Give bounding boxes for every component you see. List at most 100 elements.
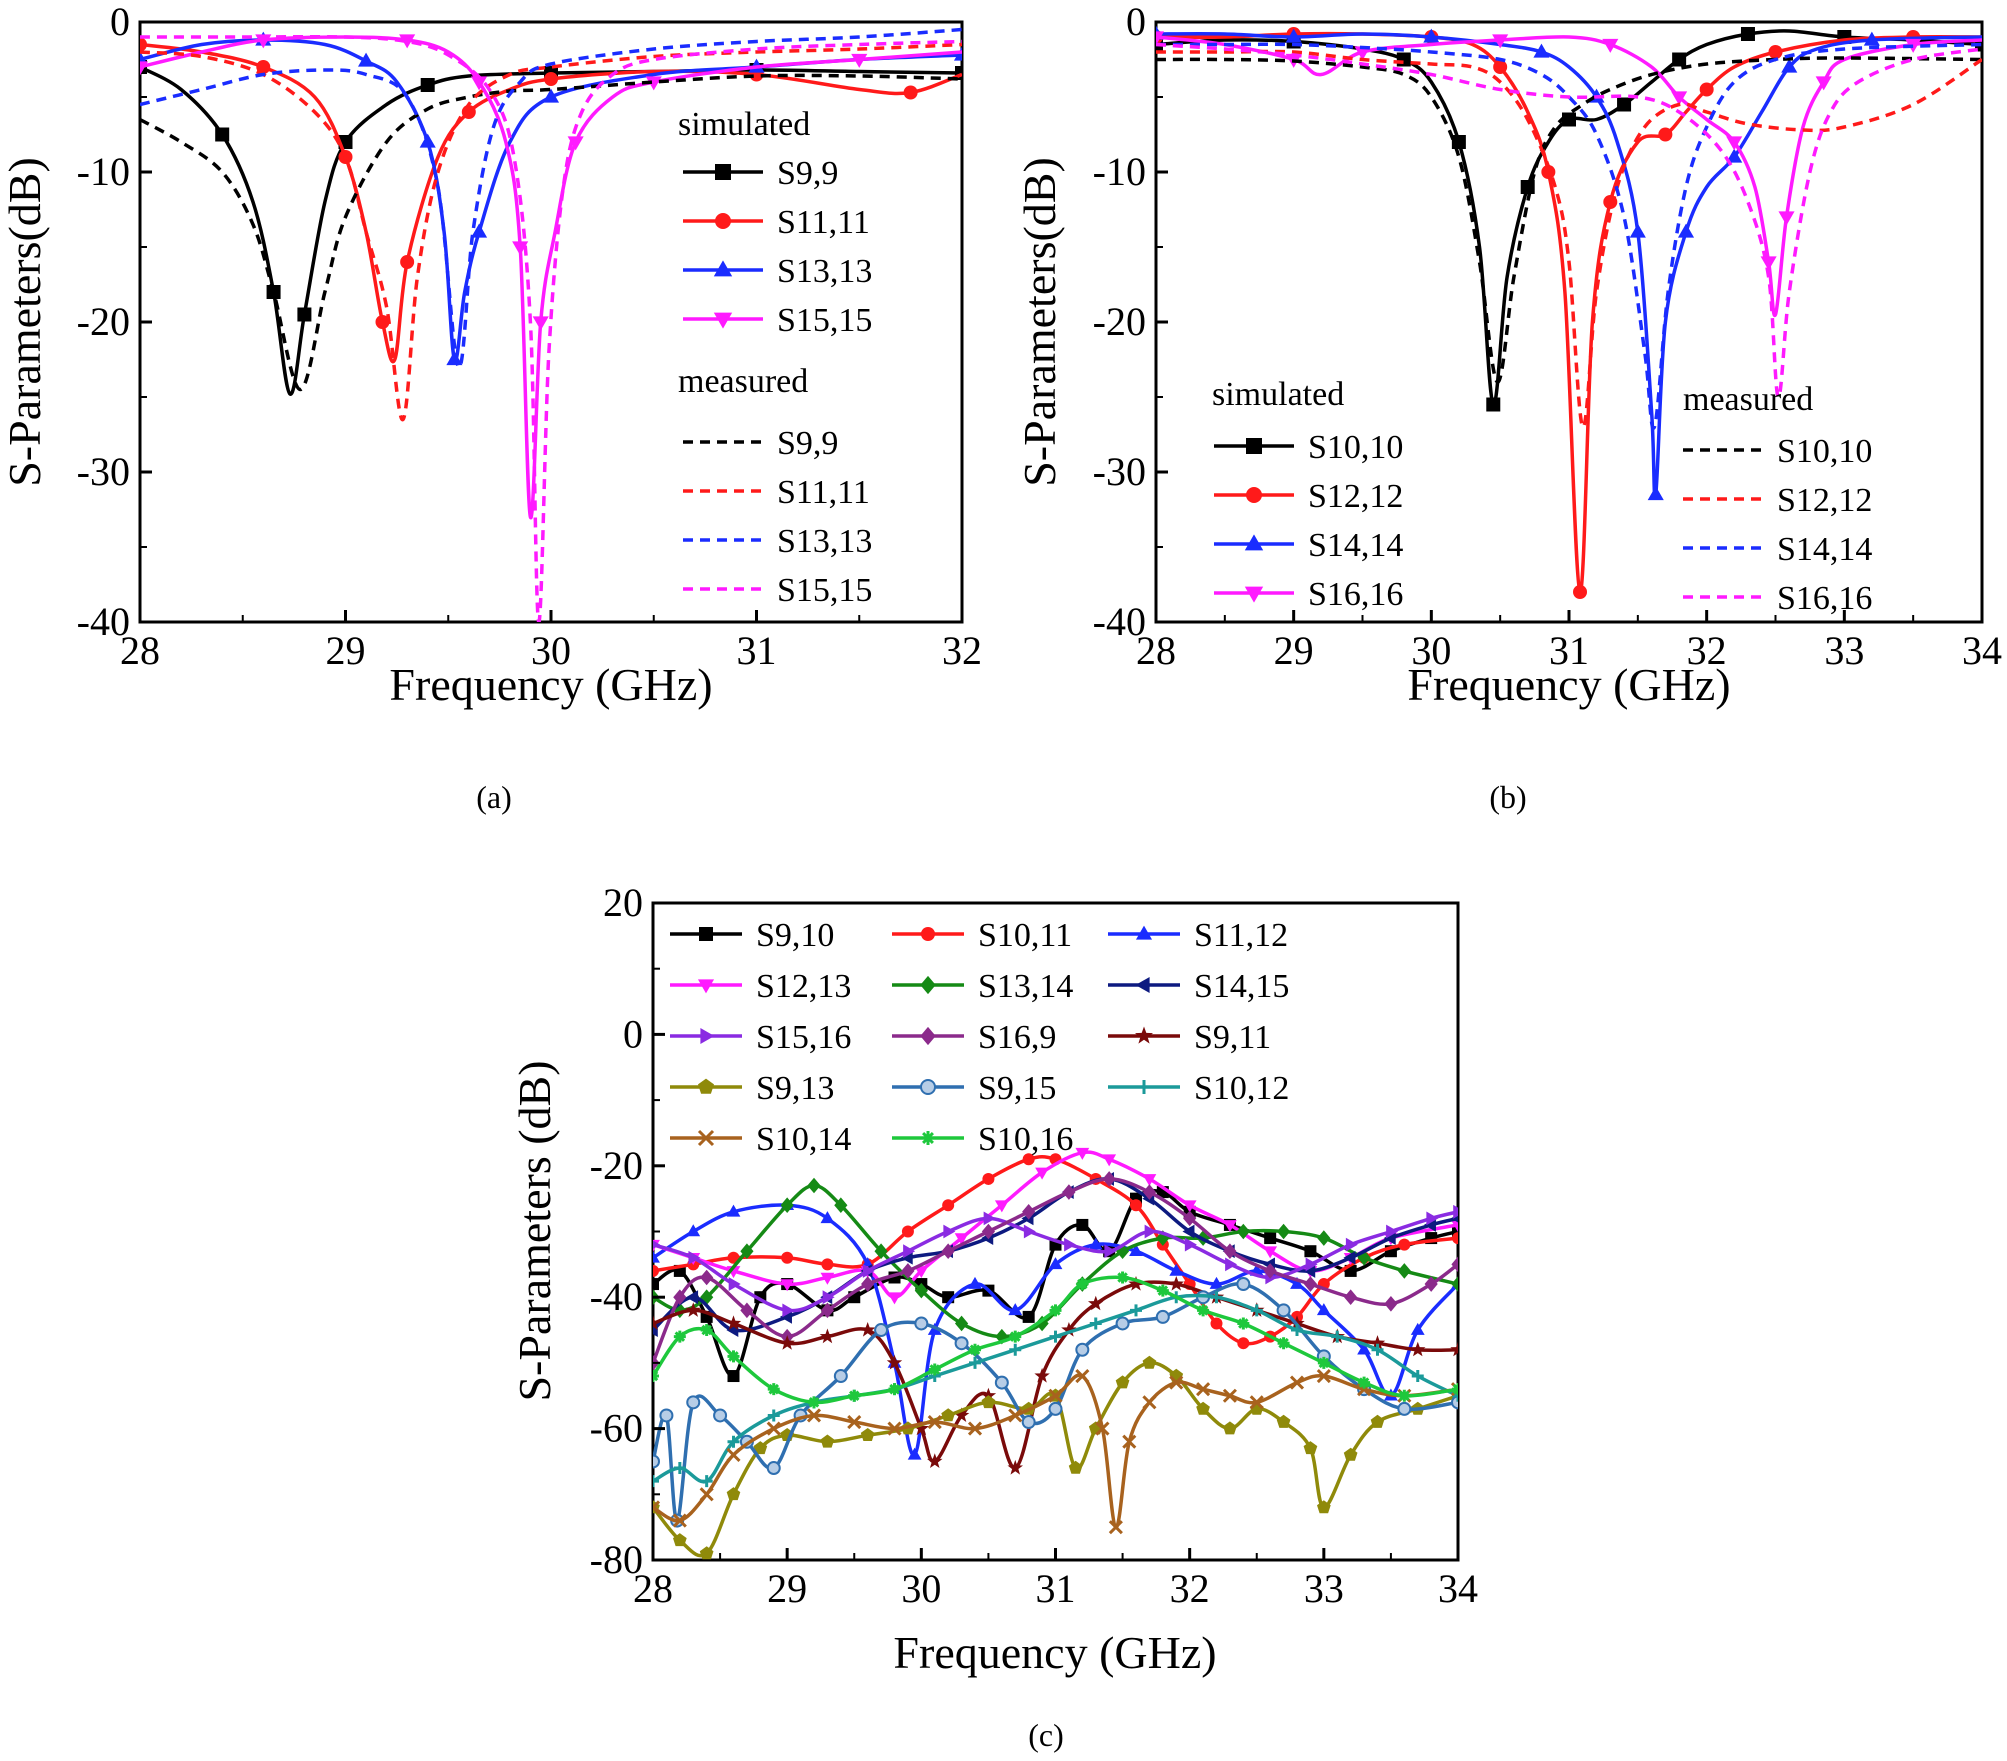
- series-measured-s14-14-line: [1156, 42, 1982, 431]
- legend-a: S9,9 S11,11 S13,13 S15,15 S9,9 S11,11 S13,13 S1…: [683, 155, 872, 609]
- series-s16-9-line: [653, 1177, 1458, 1364]
- series-s9-13-point: [941, 1408, 955, 1422]
- legend-b: S10,10 S12,12 S14,14 S16,16 S10,10 S12,12 S14,…: [1214, 429, 1872, 617]
- series-s10-12-point: [727, 1435, 740, 1448]
- series-simulated-s14-14-point: [1647, 486, 1664, 501]
- series-s16-9-point: [1142, 1184, 1157, 1200]
- series-simulated-s13-13-point: [542, 88, 560, 103]
- x-tick-label: 30: [531, 628, 571, 673]
- series-simulated-s14-14: [1156, 25, 1982, 501]
- legend-s14-15: S14,15: [1108, 968, 1289, 1005]
- panel-b: 28 29 30 31 32 33 34 0 -10 -20 -30 -40 Frequency (G…: [1014, 0, 2002, 815]
- series-simulated-s12-12-point: [1699, 82, 1714, 97]
- y-tick-label: -10: [77, 149, 130, 194]
- series-s9-15-point: [874, 1323, 889, 1338]
- series-s9-13-point: [1343, 1447, 1358, 1461]
- legend-s9-15-label: S9,15: [978, 1070, 1056, 1107]
- series-s16-9-point: [981, 1223, 996, 1240]
- series-s12-13-point: [1263, 1246, 1278, 1259]
- series-s9-13-point: [673, 1533, 687, 1547]
- legend-s14-15-marker: [1135, 976, 1150, 994]
- series-s9-15-point: [659, 1408, 674, 1423]
- series-simulated-s11-11-point: [544, 72, 558, 86]
- series-s9-15-point: [686, 1395, 701, 1410]
- series-s9-11-point: [685, 1302, 701, 1317]
- series-s15-16-point: [1453, 1204, 1458, 1219]
- series-s10-12-point: [1210, 1291, 1223, 1304]
- legend-simulated-s13-13-marker: [713, 260, 733, 277]
- series-s9-15-point: [994, 1375, 1009, 1390]
- legend-s13-14-marker: [920, 975, 936, 995]
- series-s9-11-point: [1168, 1276, 1184, 1291]
- series-simulated-s16-16-point: [1778, 211, 1795, 226]
- series-s9-15-point: [766, 1461, 781, 1476]
- series-s15-16-point: [688, 1250, 701, 1265]
- series-s9-13-point: [1142, 1355, 1157, 1369]
- series-s10-16-point: [1197, 1304, 1210, 1317]
- series-s10-11-point: [942, 1199, 955, 1212]
- series-s9-11-point: [927, 1453, 943, 1468]
- x-axis-title-a: Frequency (GHz): [389, 659, 712, 710]
- series-s9-11-point: [886, 1354, 903, 1370]
- series-simulated-s15-15-line: [140, 35, 962, 520]
- legend-measured-s10-10: S10,10: [1683, 433, 1872, 470]
- series-s16-9-point: [820, 1302, 835, 1319]
- series-s11-12-point: [1209, 1276, 1224, 1289]
- series-s15-16-point: [1345, 1237, 1358, 1252]
- legend-measured-s14-14: S14,14: [1683, 531, 1872, 568]
- panel-c: 28 29 30 31 32 33 34 20 0 -20 -40 -60 -80 Frequency …: [509, 880, 1478, 1753]
- series-measured-s10-10-line: [1156, 56, 1982, 384]
- series-s9-11-point: [913, 1420, 929, 1436]
- series-s13-14-point: [1236, 1223, 1250, 1240]
- series-s10-16-point: [1116, 1271, 1129, 1284]
- series-simulated-s16-16-line: [1156, 35, 1982, 318]
- series-s10-16-point: [1156, 1284, 1169, 1297]
- series-s15-16-point: [1225, 1257, 1238, 1272]
- legend-s15-16-marker: [700, 1027, 715, 1045]
- series-simulated-s9-9-point: [955, 66, 962, 80]
- series-simulated-s11-11-point: [903, 85, 918, 100]
- y-tick-label: -40: [1093, 599, 1146, 644]
- series-s10-14-point: [1316, 1368, 1331, 1384]
- x-tick-label: 33: [1824, 628, 1864, 673]
- series-s9-11-point: [1128, 1276, 1144, 1291]
- tick-layer-a: 28 29 30 31 32 0 -10 -20 -30 -40: [77, 0, 982, 673]
- series-s12-13-point: [994, 1200, 1009, 1213]
- series-s10-12-point: [767, 1409, 780, 1422]
- legend-s10-11: S10,11: [892, 917, 1072, 954]
- series-s10-16-point: [1317, 1356, 1330, 1369]
- legend-measured-s11-11: S11,11: [683, 474, 870, 511]
- series-s10-12-point: [700, 1475, 713, 1488]
- series-simulated-s14-14-point: [1863, 31, 1880, 46]
- series-s10-12-point: [1009, 1343, 1022, 1356]
- y-tick-label: -20: [77, 299, 130, 344]
- series-s9-10-point: [1452, 1225, 1458, 1238]
- series-s15-16-point: [903, 1244, 916, 1259]
- series-s10-11-point: [1398, 1238, 1411, 1251]
- series-s13-14-point: [740, 1243, 754, 1260]
- series-s16-9-point: [1022, 1203, 1036, 1220]
- series-simulated-s10-10-point: [1451, 135, 1466, 149]
- series-s13-14-point: [807, 1177, 821, 1194]
- series-s10-12-point: [1089, 1317, 1102, 1330]
- legend-s11-12-marker: [1135, 925, 1153, 940]
- series-measured-s10-10: [1156, 56, 1982, 384]
- legend-measured-s16-16: S16,16: [1683, 580, 1872, 617]
- series-s15-16-point: [782, 1303, 795, 1318]
- series-s13-14-point: [700, 1289, 714, 1305]
- series-s9-11-point: [1088, 1295, 1104, 1311]
- series-measured-s16-16: [1156, 42, 1982, 399]
- series-simulated-s13-13-line: [140, 38, 962, 363]
- legend-s16-9-marker: [920, 1026, 936, 1046]
- y-tick-label: -20: [590, 1143, 643, 1188]
- x-tick-label: 28: [120, 628, 160, 673]
- legend-s10-12-marker: [1137, 1080, 1151, 1094]
- series-s16-9-point: [1183, 1210, 1197, 1227]
- series-s11-12-point: [820, 1211, 835, 1224]
- series-simulated-s16-16-point: [1354, 46, 1371, 61]
- series-s10-12-point: [1331, 1330, 1344, 1343]
- legend-s13-14-label: S13,14: [978, 968, 1073, 1005]
- series-s9-15-point: [1236, 1277, 1251, 1292]
- series-simulated-s15-15-point: [851, 53, 868, 68]
- series-s9-11-point: [1410, 1341, 1426, 1357]
